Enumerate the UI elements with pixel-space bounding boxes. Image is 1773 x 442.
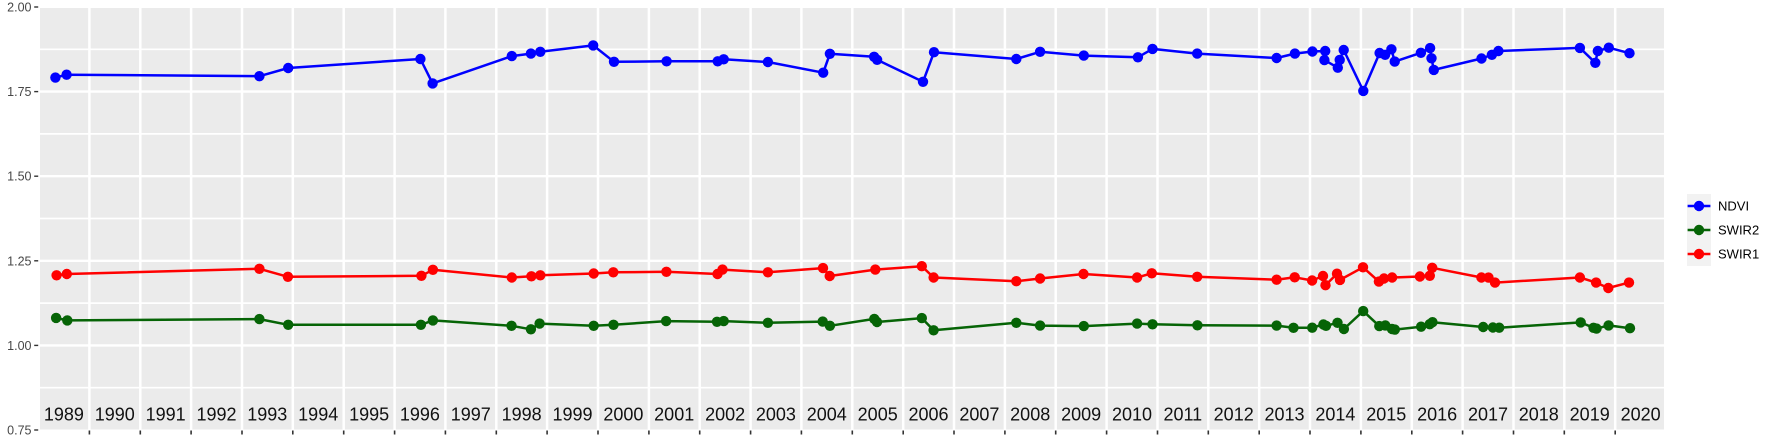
svg-text:1993: 1993 [247, 405, 287, 425]
svg-text:2007: 2007 [959, 405, 999, 425]
svg-text:2019: 2019 [1570, 405, 1610, 425]
svg-text:2008: 2008 [1010, 405, 1050, 425]
svg-text:NDVI: NDVI [1718, 199, 1749, 214]
svg-text:2017: 2017 [1468, 405, 1508, 425]
svg-text:1.75: 1.75 [7, 85, 31, 99]
svg-text:1994: 1994 [298, 405, 338, 425]
svg-text:1990: 1990 [95, 405, 135, 425]
svg-text:2006: 2006 [908, 405, 948, 425]
svg-text:2002: 2002 [705, 405, 745, 425]
svg-text:1989: 1989 [44, 405, 84, 425]
svg-text:SWIR1: SWIR1 [1718, 247, 1759, 262]
svg-text:0.75: 0.75 [7, 424, 31, 438]
svg-text:1998: 1998 [502, 405, 542, 425]
svg-text:2003: 2003 [756, 405, 796, 425]
svg-text:2014: 2014 [1315, 405, 1355, 425]
svg-text:2012: 2012 [1214, 405, 1254, 425]
svg-text:2001: 2001 [654, 405, 694, 425]
svg-text:2018: 2018 [1519, 405, 1559, 425]
svg-text:2020: 2020 [1621, 405, 1661, 425]
svg-text:SWIR2: SWIR2 [1718, 223, 1759, 238]
svg-text:2.00: 2.00 [7, 1, 31, 15]
svg-text:1.50: 1.50 [7, 170, 31, 184]
svg-text:1995: 1995 [349, 405, 389, 425]
svg-text:1997: 1997 [451, 405, 491, 425]
svg-text:1.00: 1.00 [7, 339, 31, 353]
svg-text:1992: 1992 [196, 405, 236, 425]
svg-text:2005: 2005 [858, 405, 898, 425]
svg-text:1996: 1996 [400, 405, 440, 425]
svg-text:1999: 1999 [552, 405, 592, 425]
svg-text:1991: 1991 [146, 405, 186, 425]
svg-text:2011: 2011 [1163, 405, 1202, 425]
svg-text:2004: 2004 [807, 405, 847, 425]
svg-text:1.25: 1.25 [7, 254, 31, 268]
svg-text:2015: 2015 [1366, 405, 1406, 425]
svg-text:2013: 2013 [1264, 405, 1304, 425]
svg-text:2000: 2000 [603, 405, 643, 425]
svg-text:2009: 2009 [1061, 405, 1101, 425]
svg-text:2016: 2016 [1417, 405, 1457, 425]
svg-text:2010: 2010 [1112, 405, 1152, 425]
